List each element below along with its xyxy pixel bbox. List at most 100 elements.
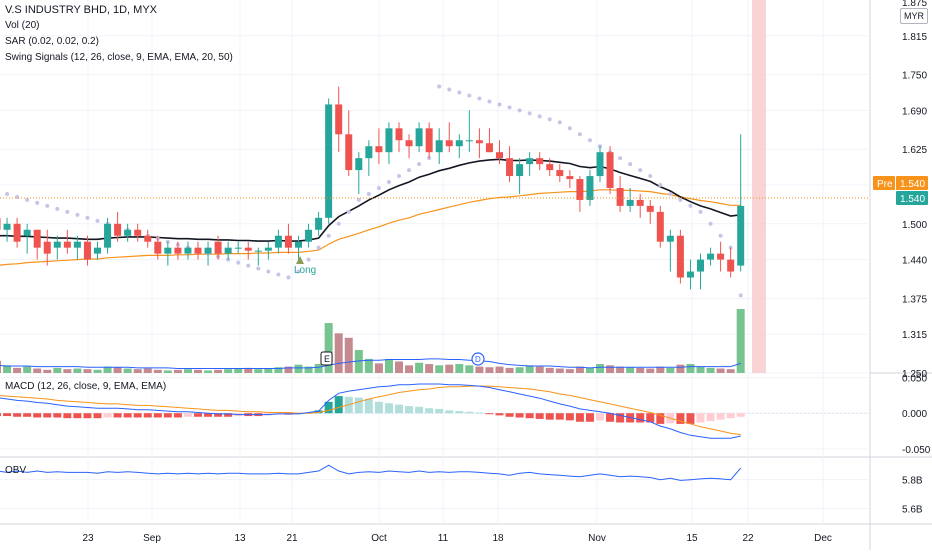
candle-body [717, 253, 725, 260]
macd-hist-bar [425, 408, 434, 414]
volume-bar [505, 367, 514, 373]
macd-hist-bar [374, 401, 383, 414]
price-tick-label: 1.690 [902, 106, 927, 117]
macd-hist-bar [465, 411, 474, 414]
candle-body [556, 170, 564, 177]
volume-bar [515, 367, 524, 373]
macd-tick-label: -0.050 [902, 445, 931, 456]
sar-dot [326, 233, 331, 238]
candle-body [365, 146, 373, 159]
volume-bar [455, 364, 464, 373]
candle-body [666, 235, 674, 242]
candle-body [496, 152, 503, 159]
volume-bar [324, 323, 333, 373]
indicator-swing[interactable]: Swing Signals (12, 26, close, 9, EMA, EM… [5, 52, 233, 63]
volume-bar [575, 366, 584, 373]
volume-bar [374, 363, 383, 373]
price-tick-label: 1.315 [902, 330, 927, 341]
obv-legend: OBV [5, 463, 26, 479]
volume-bar [636, 367, 645, 373]
indicator-sar[interactable]: SAR (0.02, 0.02, 0.2) [5, 36, 99, 47]
macd-hist-bar [596, 413, 604, 421]
candle-body [345, 134, 353, 171]
dividend-marker[interactable] [471, 352, 485, 366]
volume-bar [304, 366, 313, 373]
volume-bar [435, 365, 444, 373]
volume-bar [706, 367, 715, 373]
currency-badge[interactable]: MYR [900, 8, 928, 24]
volume-bar [666, 367, 675, 373]
sar-dot [718, 233, 723, 238]
macd-hist-bar [736, 413, 745, 417]
macd-hist-bar [485, 413, 494, 415]
macd-hist-bar [475, 412, 484, 414]
candle-body [94, 247, 101, 254]
sar-dot [296, 269, 301, 274]
sar-dot [376, 185, 381, 190]
macd-hist-bar [636, 413, 645, 423]
price-tick-label: 1.625 [902, 145, 927, 156]
volume-bar [596, 364, 604, 373]
candle-body [425, 128, 433, 153]
macd-hist-bar [224, 413, 233, 417]
time-tick-label: Dec [814, 533, 832, 544]
macd-hist-bar [575, 413, 584, 422]
volume-bar [153, 369, 162, 373]
candle-body [526, 158, 534, 165]
volume-bar [535, 366, 544, 373]
obv-tick-label: 5.6B [902, 505, 923, 516]
candle-body [114, 223, 122, 236]
macd-hist-bar [93, 413, 102, 419]
indicator-vol[interactable]: Vol (20) [5, 20, 40, 31]
sar-dot [65, 209, 70, 214]
macd-hist-bar [364, 398, 373, 414]
volume-bar [606, 365, 615, 373]
candle-body [375, 146, 383, 153]
volume-bar [696, 366, 705, 373]
volume-bar [234, 368, 243, 373]
macd-hist-bar [173, 413, 182, 418]
candle-body [405, 140, 413, 147]
candle-body [104, 223, 112, 248]
candle-body [445, 140, 453, 147]
symbol-title[interactable]: V.S INDUSTRY BHD, 1D, MYX [5, 4, 158, 16]
candle-body [305, 229, 313, 242]
candle-body [415, 128, 423, 147]
price-tick-label: 1.500 [902, 220, 927, 231]
macd-hist-bar [0, 413, 1, 417]
candle-body [596, 152, 604, 177]
sar-dot [678, 197, 683, 202]
long-label: Long [294, 265, 316, 276]
sar-dot [487, 99, 492, 104]
candle-body [676, 235, 684, 278]
candle-body [184, 247, 192, 254]
volume-bar [646, 368, 655, 373]
price-tick-label: 1.440 [902, 256, 927, 267]
macd-hist-bar [163, 413, 172, 418]
candle-body [194, 247, 202, 254]
candle-body [707, 253, 715, 260]
macd-title[interactable]: MACD (12, 26, close, 9, EMA, EMA) [5, 381, 167, 392]
price-tick-label: 1.815 [902, 32, 927, 43]
macd-hist-bar [13, 413, 22, 417]
macd-line [0, 383, 741, 439]
volume-bar [244, 367, 253, 373]
volume-bar [364, 358, 373, 373]
obv-title[interactable]: OBV [5, 465, 27, 476]
sar-dot [628, 162, 633, 167]
earnings-marker[interactable] [320, 351, 333, 366]
macd-hist-bar [384, 403, 393, 414]
time-tick-label: 18 [492, 533, 504, 544]
macd-hist-bar [23, 413, 32, 417]
macd-hist-bar [204, 413, 213, 417]
candle-body [164, 247, 172, 254]
obv-line [0, 464, 742, 481]
price-tick-label: 1.750 [902, 71, 927, 82]
volume-bar [726, 369, 735, 373]
macd-hist-bar [676, 413, 685, 424]
macd-hist-bar [183, 413, 192, 417]
time-tick-label: Sep [143, 533, 161, 544]
volume-bar [415, 362, 424, 373]
